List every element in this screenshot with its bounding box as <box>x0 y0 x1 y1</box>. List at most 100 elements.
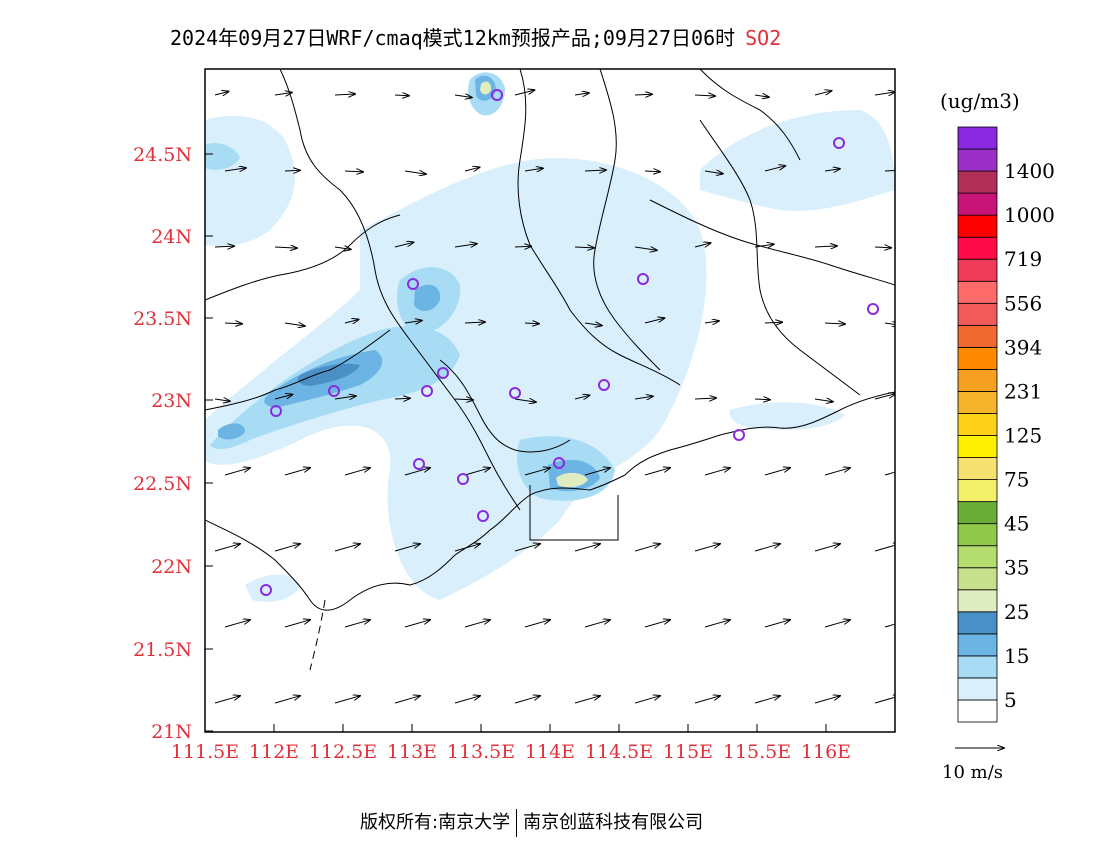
wind-arrow <box>214 246 234 247</box>
station-marker[interactable] <box>598 379 610 391</box>
station-marker[interactable] <box>328 385 340 397</box>
wind-arrow <box>764 322 782 323</box>
monitoring-stations <box>260 89 879 596</box>
colorbar-label: 1000 <box>1004 203 1055 227</box>
station-marker[interactable] <box>509 387 521 399</box>
wind-arrow <box>764 620 790 628</box>
colorbar-label: 394 <box>1004 335 1042 359</box>
wind-arrow <box>584 170 606 171</box>
wind-arrow <box>284 170 300 171</box>
wind-arrow <box>524 620 550 628</box>
wind-arrow <box>404 321 422 324</box>
concentration-peak-area <box>297 363 360 386</box>
colorbar-swatch <box>957 435 998 458</box>
wind-arrow <box>394 696 420 704</box>
x-tick-label: 114.5E <box>585 741 653 763</box>
station-marker[interactable] <box>553 457 565 469</box>
wind-arrow <box>454 95 472 98</box>
x-axis <box>204 724 827 732</box>
station-marker[interactable] <box>421 385 433 397</box>
colorbar-swatch <box>957 236 998 260</box>
colorbar-swatch <box>957 611 998 635</box>
station-marker[interactable] <box>413 458 425 470</box>
colorbar-swatch <box>957 346 998 370</box>
wind-arrow <box>704 468 730 476</box>
wind-arrow <box>284 323 305 326</box>
y-axis-labels: 24.5N 24N 23.5N 23N 22.5N 22N 21.5N 21N <box>133 144 192 743</box>
wind-arrow <box>754 244 774 247</box>
map-title: 2024年09月27日WRF/cmaq模式12km预报产品;09月27日06时 S… <box>170 22 930 50</box>
colorbar-labels: 5 15 25 35 45 75 125 231 394 556 719 1000 1400 <box>1004 159 1055 712</box>
y-tick-label: 23N <box>151 390 192 412</box>
wind-arrow <box>464 620 490 628</box>
wind-arrow <box>704 321 719 323</box>
x-tick-label: 111.5E <box>171 741 239 763</box>
wind-arrow <box>214 696 240 704</box>
colorbar-label: 556 <box>1004 291 1042 315</box>
wind-arrow <box>344 171 363 172</box>
wind-arrow <box>404 468 430 476</box>
concentration-low-area <box>205 115 295 247</box>
wind-arrow <box>524 468 550 476</box>
x-tick-label: 115E <box>663 741 713 763</box>
wind-arrow <box>634 247 657 250</box>
wind-arrow <box>404 620 430 628</box>
concentration-high-area <box>218 423 245 440</box>
colorbar-swatch <box>957 192 998 216</box>
colorbar-label: 35 <box>1004 556 1029 580</box>
concentration-low-area <box>729 402 845 430</box>
colorbar-swatch <box>957 258 998 282</box>
wind-arrow <box>874 544 895 552</box>
station-marker[interactable] <box>477 510 489 522</box>
wind-arrow <box>334 94 355 95</box>
wind-arrow <box>694 696 720 704</box>
company-text: 南京创蓝科技有限公司 <box>523 812 704 833</box>
colorbar-label: 1400 <box>1004 159 1055 183</box>
footer-separator <box>516 809 518 837</box>
station-marker[interactable] <box>270 405 282 417</box>
station-marker[interactable] <box>491 89 503 101</box>
wind-arrow <box>574 395 590 399</box>
wind-arrow <box>704 620 730 628</box>
copyright-text: 版权所有:南京大学 <box>360 812 511 833</box>
wind-arrow <box>344 320 359 324</box>
wind-arrow <box>394 544 420 552</box>
wind-arrow <box>884 323 895 325</box>
wind-arrow <box>334 544 360 552</box>
colorbar-label: 25 <box>1004 600 1029 624</box>
wind-arrow <box>754 696 780 704</box>
station-marker[interactable] <box>733 429 745 441</box>
station-marker[interactable] <box>457 473 469 485</box>
wind-arrow <box>514 246 531 247</box>
wind-arrow <box>574 93 589 95</box>
colorbar-label: 45 <box>1004 512 1029 536</box>
wind-arrow <box>634 396 653 399</box>
station-marker[interactable] <box>637 273 649 285</box>
wind-arrow <box>274 544 300 552</box>
province-boundary <box>699 119 861 396</box>
wind-arrow <box>644 468 670 476</box>
wind-arrow <box>464 322 485 323</box>
colorbar-label: 231 <box>1004 379 1042 403</box>
wind-arrow <box>584 468 610 476</box>
station-marker[interactable] <box>437 367 449 379</box>
station-marker[interactable] <box>260 584 272 596</box>
wind-arrow <box>644 171 660 172</box>
station-marker[interactable] <box>407 278 419 290</box>
colorbar-swatch <box>957 479 998 503</box>
wind-arrow <box>574 544 600 552</box>
wind-arrow <box>754 544 780 552</box>
wind-legend-label: 10 m/s <box>942 762 1003 783</box>
wind-arrow <box>824 323 845 324</box>
footer: 版权所有:南京大学 南京创蓝科技有限公司 <box>360 808 703 837</box>
wind-arrow <box>284 468 310 476</box>
province-boundary <box>517 69 681 386</box>
wind-arrow <box>874 394 895 400</box>
province-boundary <box>699 69 801 161</box>
province-boundary <box>205 214 401 301</box>
station-marker[interactable] <box>833 137 845 149</box>
wind-arrow <box>514 90 534 96</box>
colorbar-swatch <box>957 699 998 723</box>
station-marker[interactable] <box>867 303 879 315</box>
